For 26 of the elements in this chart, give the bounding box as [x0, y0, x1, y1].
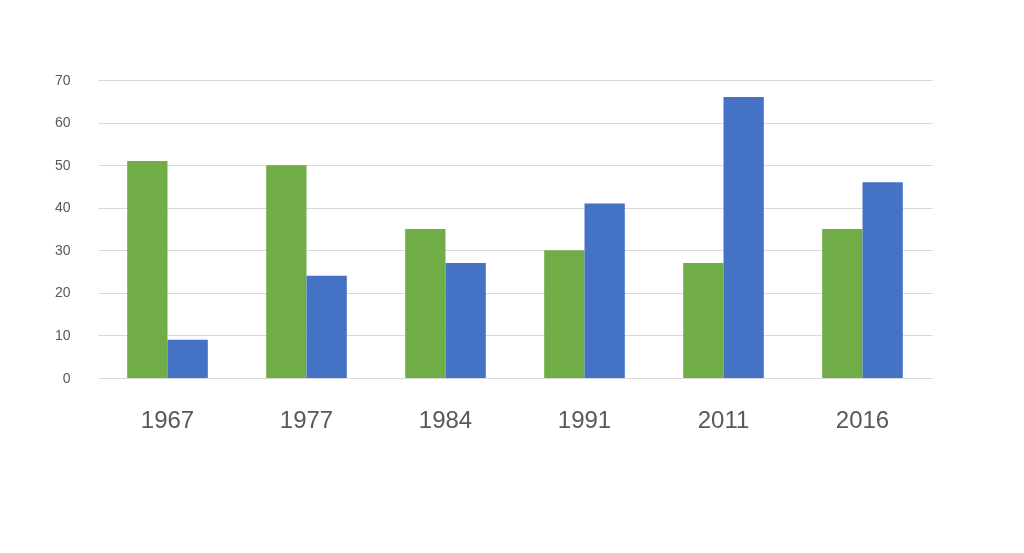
bar — [584, 203, 625, 378]
y-tick-label: 40 — [54, 199, 71, 216]
bar — [306, 275, 347, 378]
x-tick-label: 1977 — [279, 405, 334, 433]
x-tick-label: 1991 — [557, 405, 612, 433]
bar — [862, 182, 903, 378]
bar — [127, 160, 168, 378]
y-tick-label: 0 — [62, 369, 71, 386]
y-tick-label: 50 — [54, 156, 71, 173]
x-tick-label: 2011 — [697, 405, 750, 433]
bar — [167, 339, 208, 378]
bar — [405, 229, 446, 378]
bar — [445, 263, 486, 378]
bar — [822, 229, 863, 378]
x-tick-label: 1967 — [140, 405, 195, 433]
y-tick-label: 70 — [54, 71, 71, 88]
x-tick-label: 1984 — [418, 405, 473, 433]
x-tick-label: 2016 — [835, 405, 890, 433]
bar — [544, 250, 585, 378]
bar — [683, 263, 724, 378]
y-tick-label: 20 — [54, 284, 71, 301]
bar — [723, 97, 764, 378]
y-tick-label: 30 — [54, 241, 71, 258]
bar — [266, 165, 307, 378]
y-tick-label: 10 — [54, 326, 71, 343]
y-tick-label: 60 — [54, 114, 71, 131]
